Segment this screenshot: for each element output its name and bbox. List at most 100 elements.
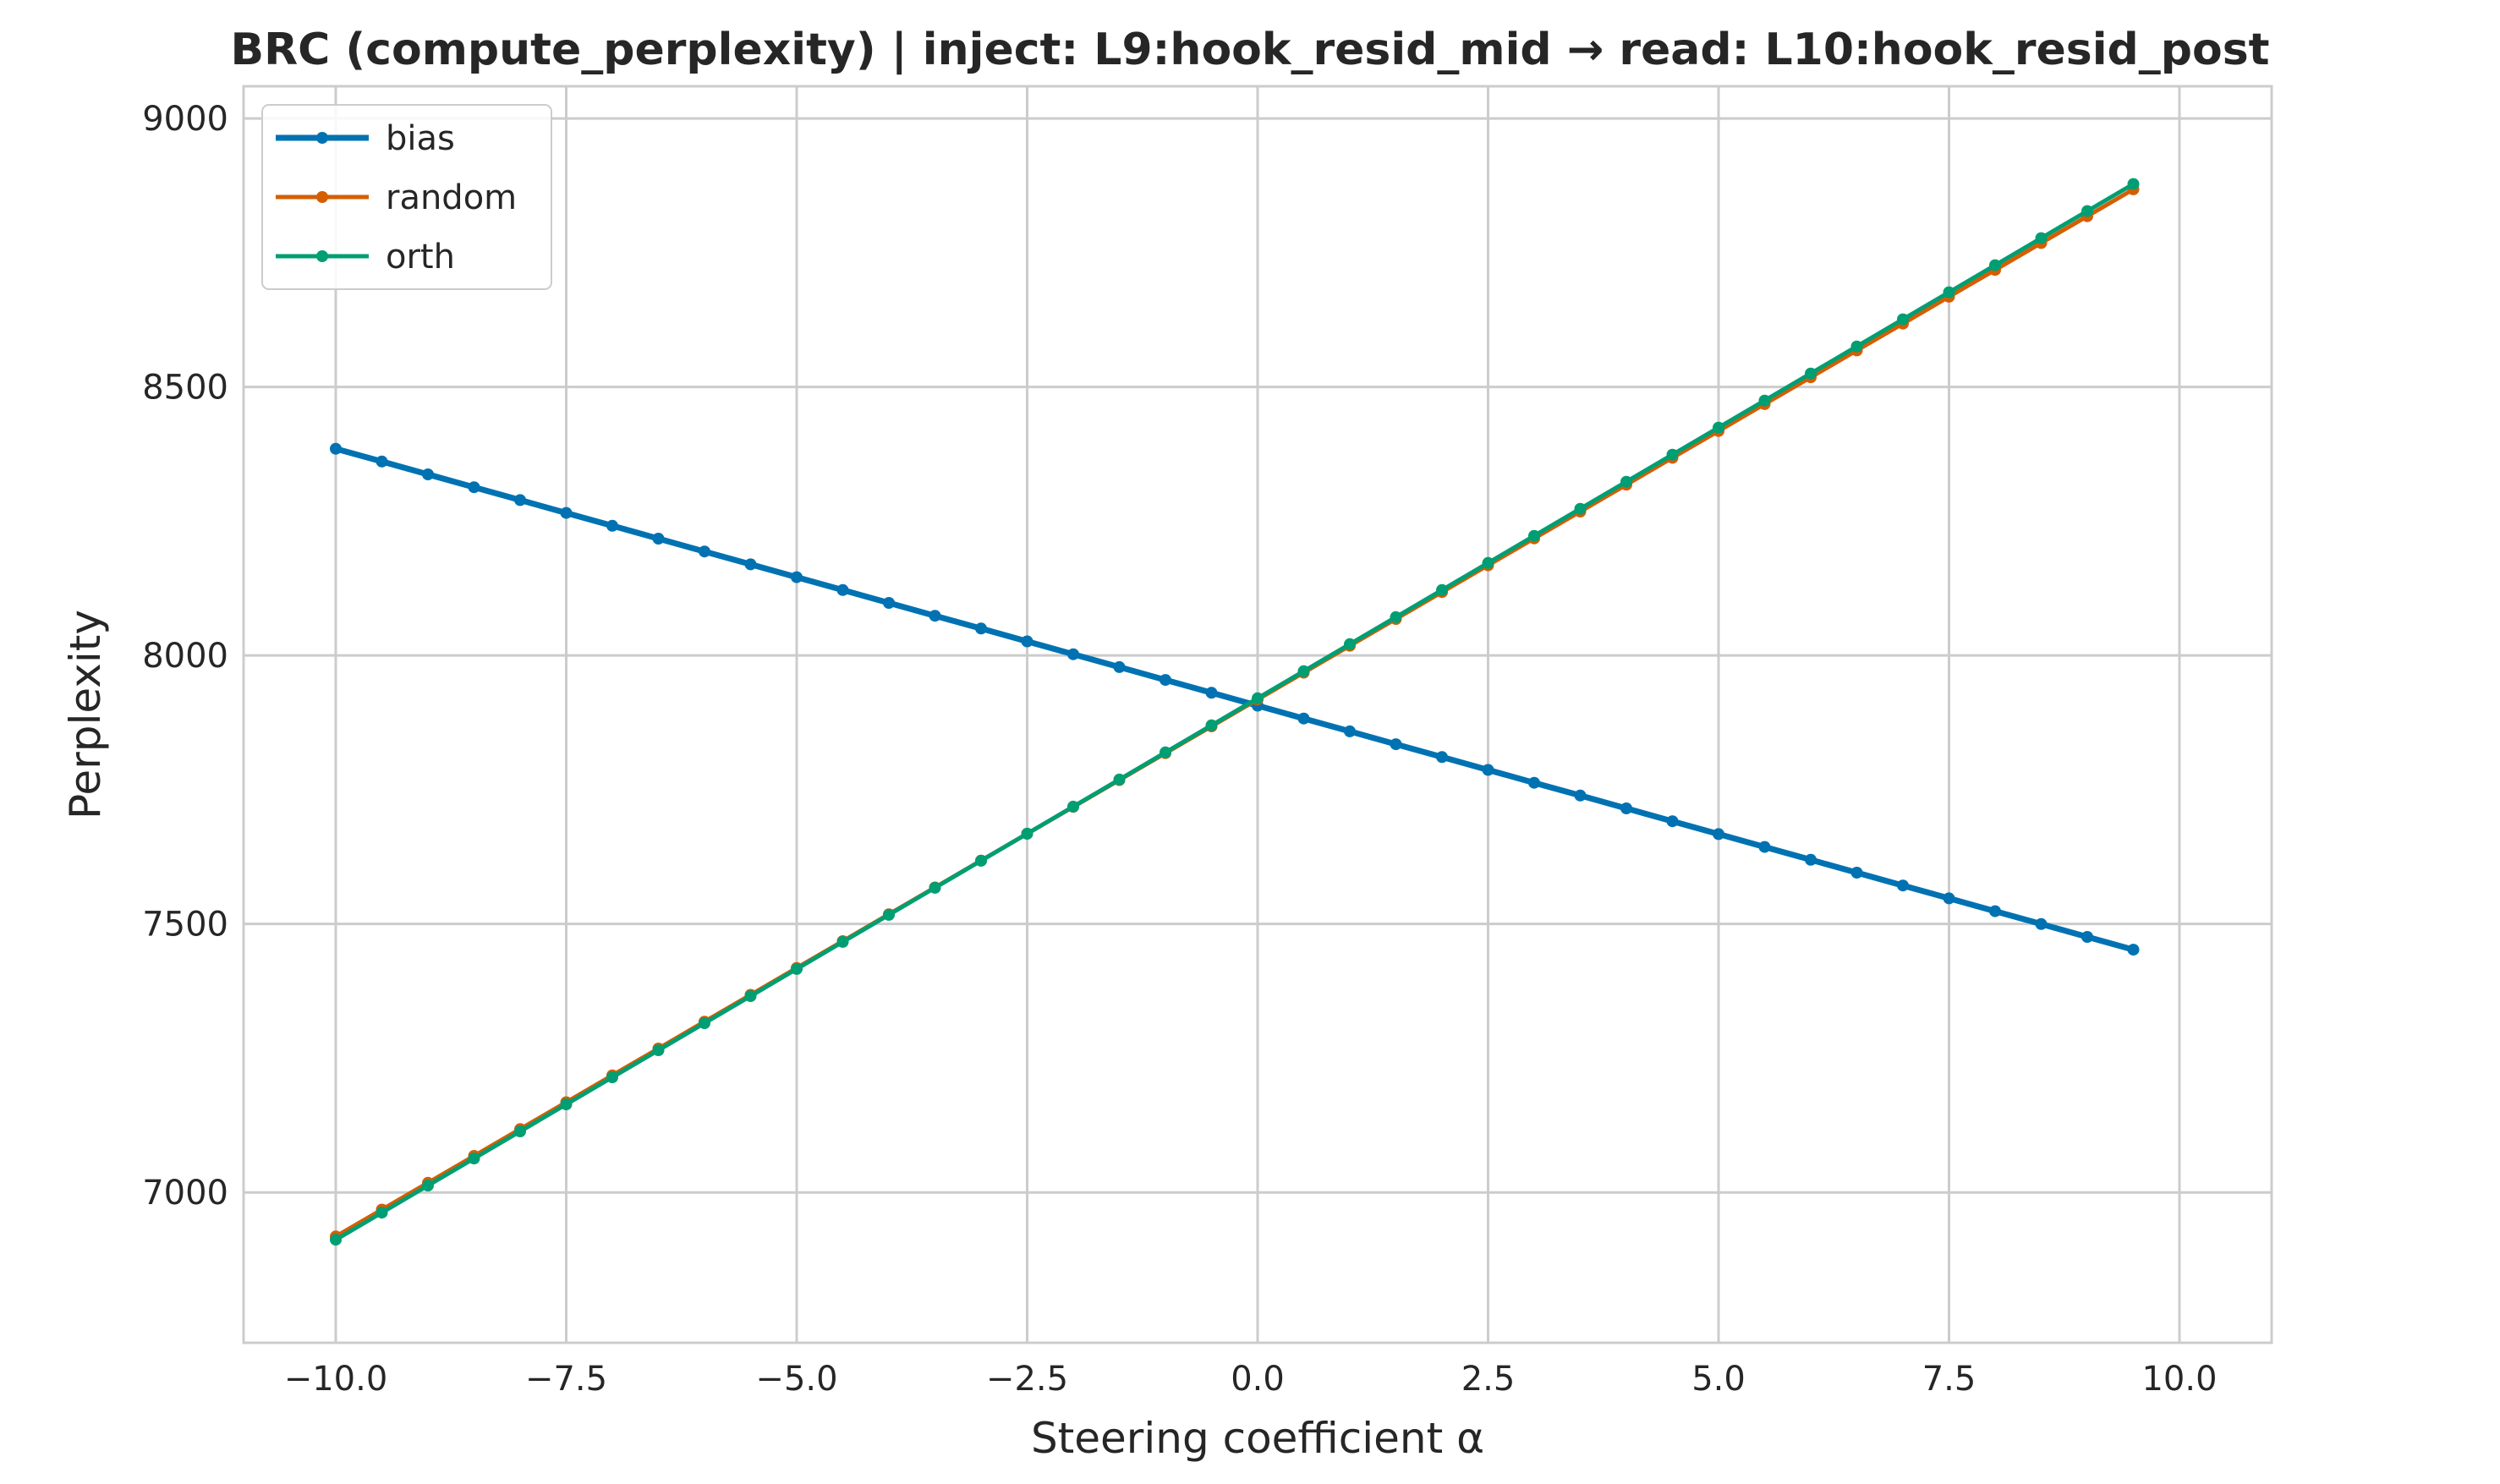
data-point-orth [1205,719,1218,731]
data-point-bias [975,622,987,635]
chart-title: BRC (compute_perplexity) | inject: L9:ho… [230,25,2269,75]
data-point-bias [514,494,526,507]
legend-marker-random [316,191,328,203]
y-tick-label: 8000 [142,637,228,676]
data-point-orth [1666,448,1679,461]
data-point-bias [1713,828,1724,841]
data-point-orth [1758,394,1771,407]
data-point-orth [1067,800,1079,813]
series-orth [330,178,2140,1246]
legend-marker-orth [316,250,328,262]
data-point-orth [744,990,757,1002]
data-point-orth [975,854,987,867]
x-tick-label: 10.0 [2141,1360,2217,1399]
series-bias [330,442,2140,956]
data-point-orth [699,1017,710,1029]
data-point-bias [699,545,710,558]
x-tick-label: 7.5 [1922,1360,1976,1399]
data-point-bias [1390,738,1402,751]
data-point-orth [330,1234,342,1246]
data-point-orth [929,881,941,894]
data-point-orth [2127,178,2140,190]
data-point-orth [1897,313,1909,326]
data-point-bias [1897,879,1909,892]
data-point-orth [791,962,803,975]
data-point-orth [560,1098,573,1110]
x-tick-label: −2.5 [986,1360,1068,1399]
data-point-orth [1021,827,1033,840]
data-point-bias [1113,660,1126,673]
data-point-bias [560,507,573,519]
series-line-orth [334,182,2135,1242]
data-point-bias [468,481,480,494]
data-point-orth [1805,367,1817,380]
data-point-orth [1528,529,1540,542]
data-point-bias [606,519,618,532]
data-point-bias [1205,687,1218,699]
data-point-bias [2127,944,2140,956]
data-point-orth [1344,638,1356,650]
data-point-bias [330,442,342,455]
data-point-orth [1113,773,1126,786]
data-point-orth [1989,259,2001,271]
data-point-bias [2035,917,2048,930]
data-point-orth [1252,692,1264,704]
data-point-bias [1067,648,1079,660]
plot-area-frame [242,85,2273,1344]
x-tick-label: −10.0 [284,1360,388,1399]
y-axis-label: Perplexity [61,610,110,819]
data-point-orth [1297,665,1310,677]
data-point-orth [1436,583,1448,596]
data-point-bias [1758,841,1771,853]
data-point-bias [1160,674,1171,687]
data-point-orth [1850,340,1863,353]
data-point-bias [1528,776,1540,789]
x-tick-labels: −10.0 −7.5 −5.0 −2.5 0.0 2.5 5.0 7.5 10.0 [284,1360,2218,1399]
data-point-orth [468,1153,480,1164]
y-tick-label: 7500 [142,906,228,945]
grid [244,86,2272,1343]
x-tick-label: 0.0 [1231,1360,1285,1399]
data-point-bias [422,468,434,480]
x-tick-label: −7.5 [525,1360,607,1399]
legend-label-random: random [386,178,517,217]
data-point-bias [1297,712,1310,725]
data-point-orth [1160,746,1171,758]
x-tick-label: 2.5 [1461,1360,1516,1399]
data-point-bias [836,583,849,596]
data-point-orth [1943,286,1955,298]
x-tick-label: 5.0 [1691,1360,1746,1399]
data-point-orth [652,1044,665,1056]
data-point-orth [514,1125,526,1137]
data-point-orth [422,1180,434,1191]
legend: bias random orth [261,104,552,290]
data-point-orth [2035,232,2048,244]
series-layer [330,178,2140,1246]
data-point-bias [1482,764,1494,776]
data-point-orth [376,1207,388,1219]
data-point-bias [376,455,388,468]
data-point-orth [1620,475,1632,488]
data-point-orth [883,908,895,921]
data-point-bias [929,610,941,622]
data-point-bias [744,558,757,571]
data-point-orth [836,935,849,948]
data-point-bias [1666,815,1679,828]
data-point-bias [883,597,895,609]
data-point-bias [1850,867,1863,879]
series-line-bias [335,446,2135,953]
data-point-bias [1989,905,2001,917]
data-point-bias [1344,725,1356,737]
legend-marker-bias [316,132,328,144]
data-point-bias [791,571,803,583]
x-axis-label: Steering coefficient α [1031,1414,1484,1463]
y-tick-label: 9000 [142,100,228,139]
data-point-bias [652,533,665,545]
data-point-bias [1436,751,1448,764]
data-point-orth [1713,421,1724,434]
x-tick-label: −5.0 [755,1360,837,1399]
data-point-bias [1021,635,1033,648]
y-tick-label: 8500 [142,369,228,408]
data-point-orth [1482,556,1494,569]
